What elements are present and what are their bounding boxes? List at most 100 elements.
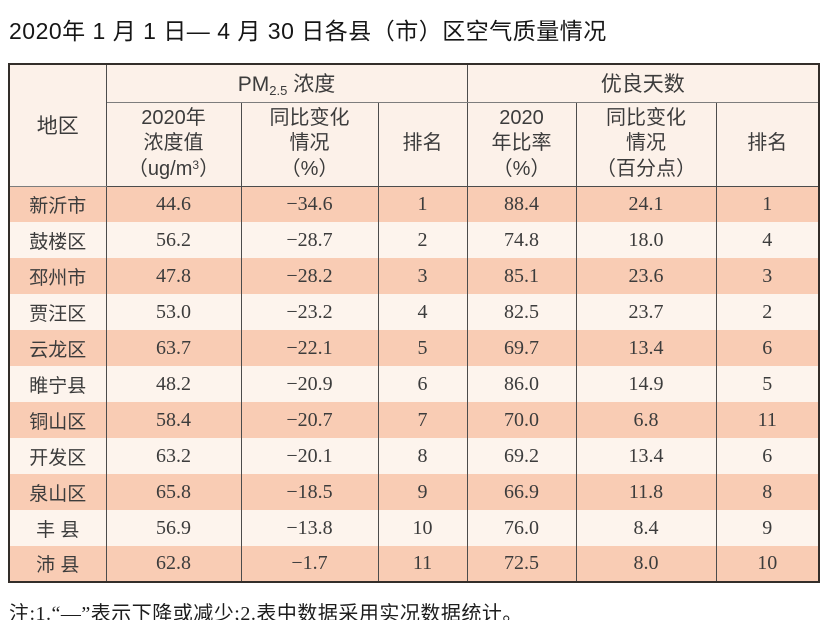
header-pm-value-unit: （ug/m3） <box>107 157 240 183</box>
table-row: 泉山区 65.8 −18.5 9 66.9 11.8 8 <box>8 474 820 510</box>
air-quality-table: 地区 PM2.5 浓度 优良天数 2020年 浓度值 （ug/m3） 同比变化 … <box>8 63 821 583</box>
header-pm-change-line2: 情况 <box>289 132 330 155</box>
ratio-cell: 72.5 <box>466 546 577 582</box>
header-days-rank: 排名 <box>715 102 820 187</box>
pm-value-cell: 47.8 <box>105 258 242 294</box>
ratio-cell: 70.0 <box>466 402 577 438</box>
days-change-cell: 11.8 <box>575 474 717 510</box>
pm-change-cell: −34.6 <box>240 186 379 222</box>
days-change-cell: 13.4 <box>575 330 717 366</box>
pm-change-cell: −20.7 <box>240 402 379 438</box>
pm-change-cell: −23.2 <box>240 294 379 330</box>
pm-change-cell: −28.2 <box>240 258 379 294</box>
region-cell: 云龙区 <box>8 330 107 366</box>
region-cell: 泉山区 <box>8 474 107 510</box>
ratio-cell: 69.7 <box>466 330 577 366</box>
header-ratio: 2020 年比率 （%） <box>466 102 577 187</box>
days-change-cell: 14.9 <box>575 366 717 402</box>
days-rank-cell: 3 <box>715 258 820 294</box>
header-group-good-days: 优良天数 <box>466 64 820 103</box>
header-ratio-line3: （%） <box>492 157 551 180</box>
pm-value-cell: 63.2 <box>105 438 242 474</box>
days-rank-cell: 6 <box>715 438 820 474</box>
pm-change-cell: −22.1 <box>240 330 379 366</box>
region-cell: 邳州市 <box>8 258 107 294</box>
header-pm-change: 同比变化 情况 （%） <box>240 102 379 187</box>
header-ratio-line1: 2020 <box>499 106 544 129</box>
days-change-cell: 8.4 <box>575 510 717 546</box>
pm-change-cell: −13.8 <box>240 510 379 546</box>
header-pm-rank: 排名 <box>377 102 468 187</box>
days-rank-cell: 2 <box>715 294 820 330</box>
region-cell: 睢宁县 <box>8 366 107 402</box>
header-days-change: 同比变化 情况 （百分点） <box>575 102 717 187</box>
pm-rank-cell: 2 <box>377 222 468 258</box>
table-row: 邳州市 47.8 −28.2 3 85.1 23.6 3 <box>8 258 820 294</box>
pm-value-cell: 62.8 <box>105 546 242 582</box>
region-cell: 丰 县 <box>8 510 107 546</box>
days-rank-cell: 11 <box>715 402 820 438</box>
pm-value-cell: 53.0 <box>105 294 242 330</box>
header-days-change-line2: 情况 <box>626 132 667 155</box>
header-ratio-line2: 年比率 <box>491 132 552 155</box>
region-cell: 开发区 <box>8 438 107 474</box>
days-change-cell: 6.8 <box>575 402 717 438</box>
pm-value-cell: 44.6 <box>105 186 242 222</box>
pm-rank-cell: 9 <box>377 474 468 510</box>
days-rank-cell: 6 <box>715 330 820 366</box>
days-change-cell: 24.1 <box>575 186 717 222</box>
region-cell: 贾汪区 <box>8 294 107 330</box>
header-days-change-line3: （百分点） <box>596 157 697 180</box>
pm-rank-cell: 11 <box>377 546 468 582</box>
table-row: 云龙区 63.7 −22.1 5 69.7 13.4 6 <box>8 330 820 366</box>
table-row: 新沂市 44.6 −34.6 1 88.4 24.1 1 <box>8 186 820 222</box>
pm-change-cell: −20.1 <box>240 438 379 474</box>
days-rank-cell: 10 <box>715 546 820 582</box>
header-group-pm25: PM2.5 浓度 <box>105 64 468 103</box>
pm-value-cell: 65.8 <box>105 474 242 510</box>
header-region: 地区 <box>8 64 107 187</box>
page-title: 2020年 1 月 1 日— 4 月 30 日各县（市）区空气质量情况 <box>9 18 607 44</box>
header-days-change-line1: 同比变化 <box>606 106 687 129</box>
unit-close: ） <box>199 157 220 180</box>
pm-rank-cell: 10 <box>377 510 468 546</box>
pm-change-cell: −18.5 <box>240 474 379 510</box>
table-row: 铜山区 58.4 −20.7 7 70.0 6.8 11 <box>8 402 820 438</box>
ratio-cell: 66.9 <box>466 474 577 510</box>
ratio-cell: 74.8 <box>466 222 577 258</box>
region-cell: 新沂市 <box>8 186 107 222</box>
ratio-cell: 76.0 <box>466 510 577 546</box>
pm-value-cell: 58.4 <box>105 402 242 438</box>
footnote: 注:1.“—”表示下降或减少;2.表中数据采用实况数据统计。 <box>9 603 523 620</box>
ratio-cell: 69.2 <box>466 438 577 474</box>
pm-rank-cell: 3 <box>377 258 468 294</box>
unit-superscript: 3 <box>192 157 200 172</box>
pm25-label-suffix: 浓度 <box>287 73 336 97</box>
days-rank-cell: 9 <box>715 510 820 546</box>
header-sub-row: 2020年 浓度值 （ug/m3） 同比变化 情况 （%） 排名 2020 年比… <box>9 102 820 187</box>
table-row: 睢宁县 48.2 −20.9 6 86.0 14.9 5 <box>8 366 820 402</box>
header-pm-value: 2020年 浓度值 （ug/m3） <box>105 102 242 187</box>
table-row: 开发区 63.2 −20.1 8 69.2 13.4 6 <box>8 438 820 474</box>
header-group-row: 地区 PM2.5 浓度 优良天数 <box>8 64 820 187</box>
pm-rank-cell: 5 <box>377 330 468 366</box>
region-cell: 铜山区 <box>8 402 107 438</box>
days-change-cell: 23.7 <box>575 294 717 330</box>
header-pm-change-line3: （%） <box>280 157 339 180</box>
pm-rank-cell: 7 <box>377 402 468 438</box>
days-rank-cell: 8 <box>715 474 820 510</box>
pm-rank-cell: 4 <box>377 294 468 330</box>
days-rank-cell: 5 <box>715 366 820 402</box>
table-header: 地区 PM2.5 浓度 优良天数 2020年 浓度值 （ug/m3） 同比变化 … <box>8 64 820 187</box>
pm-value-cell: 63.7 <box>105 330 242 366</box>
header-pm-value-line2: 浓度值 <box>143 132 204 155</box>
pm25-label-subscript: 2.5 <box>269 83 288 99</box>
days-change-cell: 8.0 <box>575 546 717 582</box>
days-change-cell: 23.6 <box>575 258 717 294</box>
ratio-cell: 88.4 <box>466 186 577 222</box>
pm-change-cell: −1.7 <box>240 546 379 582</box>
days-rank-cell: 1 <box>715 186 820 222</box>
table-row: 贾汪区 53.0 −23.2 4 82.5 23.7 2 <box>8 294 820 330</box>
pm25-label-prefix: PM <box>237 73 270 97</box>
